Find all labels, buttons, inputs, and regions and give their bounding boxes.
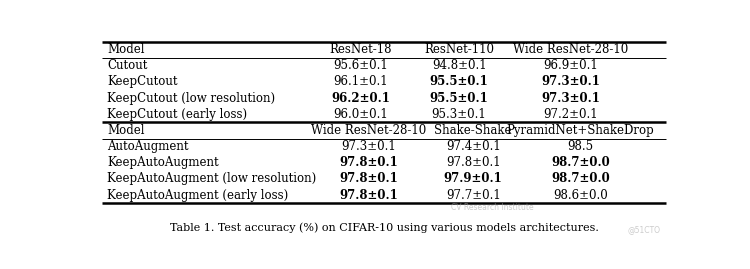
Text: 97.3±0.1: 97.3±0.1 xyxy=(541,76,600,89)
Text: 95.6±0.1: 95.6±0.1 xyxy=(333,59,388,72)
Text: 96.1±0.1: 96.1±0.1 xyxy=(333,76,388,89)
Text: 98.5: 98.5 xyxy=(567,140,593,153)
Text: 97.4±0.1: 97.4±0.1 xyxy=(446,140,500,153)
Text: 95.3±0.1: 95.3±0.1 xyxy=(432,108,487,121)
Text: 95.5±0.1: 95.5±0.1 xyxy=(430,76,488,89)
Text: 97.3±0.1: 97.3±0.1 xyxy=(541,92,600,105)
Text: 96.2±0.1: 96.2±0.1 xyxy=(331,92,390,105)
Text: ResNet-18: ResNet-18 xyxy=(329,43,392,56)
Text: PyramidNet+ShakeDrop: PyramidNet+ShakeDrop xyxy=(506,124,654,137)
Text: 97.8±0.1: 97.8±0.1 xyxy=(340,189,398,201)
Text: CV Research Institute: CV Research Institute xyxy=(451,203,533,212)
Text: @51CTO: @51CTO xyxy=(628,226,661,235)
Text: 97.8±0.1: 97.8±0.1 xyxy=(446,156,500,169)
Text: Shake-Shake: Shake-Shake xyxy=(434,124,512,137)
Text: Cutout: Cutout xyxy=(107,59,148,72)
Text: 94.8±0.1: 94.8±0.1 xyxy=(432,59,487,72)
Text: KeepCutout (early loss): KeepCutout (early loss) xyxy=(107,108,248,121)
Text: Model: Model xyxy=(107,124,145,137)
Text: 96.9±0.1: 96.9±0.1 xyxy=(543,59,598,72)
Text: Wide ResNet-28-10: Wide ResNet-28-10 xyxy=(311,124,427,137)
Text: KeepCutout: KeepCutout xyxy=(107,76,178,89)
Text: KeepCutout (low resolution): KeepCutout (low resolution) xyxy=(107,92,275,105)
Text: 95.5±0.1: 95.5±0.1 xyxy=(430,92,488,105)
Text: 98.6±0.0: 98.6±0.0 xyxy=(553,189,608,201)
Text: KeepAutoAugment (early loss): KeepAutoAugment (early loss) xyxy=(107,189,288,201)
Text: 96.0±0.1: 96.0±0.1 xyxy=(333,108,388,121)
Text: AutoAugment: AutoAugment xyxy=(107,140,188,153)
Text: Table 1. Test accuracy (%) on CIFAR-10 using various models architectures.: Table 1. Test accuracy (%) on CIFAR-10 u… xyxy=(170,223,598,233)
Text: 98.7±0.0: 98.7±0.0 xyxy=(551,172,610,185)
Text: 97.8±0.1: 97.8±0.1 xyxy=(340,156,398,169)
Text: 97.9±0.1: 97.9±0.1 xyxy=(444,172,503,185)
Text: 97.3±0.1: 97.3±0.1 xyxy=(341,140,396,153)
Text: ResNet-110: ResNet-110 xyxy=(424,43,494,56)
Text: 97.7±0.1: 97.7±0.1 xyxy=(446,189,500,201)
Text: Wide ResNet-28-10: Wide ResNet-28-10 xyxy=(513,43,628,56)
Text: 97.2±0.1: 97.2±0.1 xyxy=(543,108,598,121)
Text: Model: Model xyxy=(107,43,145,56)
Text: KeepAutoAugment (low resolution): KeepAutoAugment (low resolution) xyxy=(107,172,316,185)
Text: 97.8±0.1: 97.8±0.1 xyxy=(340,172,398,185)
Text: 98.7±0.0: 98.7±0.0 xyxy=(551,156,610,169)
Text: KeepAutoAugment: KeepAutoAugment xyxy=(107,156,219,169)
